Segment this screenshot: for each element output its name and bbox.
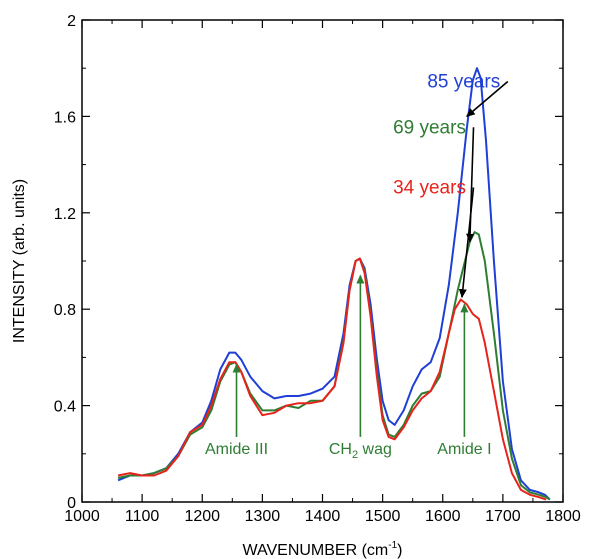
series-label-2: 34 years [393, 178, 466, 199]
annotation-label-1: CH2 wag [329, 441, 392, 461]
x-tick-label: 1600 [425, 508, 461, 525]
series-layer [117, 67, 551, 501]
y-tick-label: 2 [67, 13, 76, 30]
x-tick-label: 1300 [245, 508, 281, 525]
x-axis-title: WAVENUMBER (cm-1) [242, 540, 402, 559]
series-line-0 [117, 67, 551, 501]
series-line-2 [117, 257, 547, 501]
series-label-arrow [466, 80, 509, 118]
x-tick-label: 1800 [545, 508, 581, 525]
series-label-0: 85 years [427, 71, 500, 92]
x-tick-label: 1000 [64, 508, 100, 525]
labels-layer: 85 years 69 years 34 years Amide III CH2 wag… [205, 71, 509, 461]
x-tick-label: 1200 [184, 508, 220, 525]
y-tick-label: 1.2 [54, 206, 76, 223]
annotation-label-0: Amide III [205, 441, 268, 458]
x-tick-label: 1400 [305, 508, 341, 525]
series-label-arrow [458, 187, 475, 299]
x-tick-label: 1500 [365, 508, 401, 525]
x-tick-label: 1100 [125, 508, 160, 525]
y-axis-title: INTENSITY (arb. units) [11, 179, 28, 343]
y-tick-label: 0.8 [54, 302, 76, 319]
x-tick-label: 1700 [485, 508, 521, 525]
y-tick-label: 1.6 [54, 109, 76, 126]
y-tick-label: 0 [67, 495, 76, 512]
ticks-layer: 1000 1100 1200 1300 1400 1500 1600 1700 1800 0 0.4… [54, 13, 581, 525]
y-tick-label: 0.4 [54, 399, 76, 416]
annotation-label-2: Amide I [437, 441, 491, 458]
series-label-1: 69 years [393, 117, 466, 138]
series-line-1 [117, 231, 551, 501]
